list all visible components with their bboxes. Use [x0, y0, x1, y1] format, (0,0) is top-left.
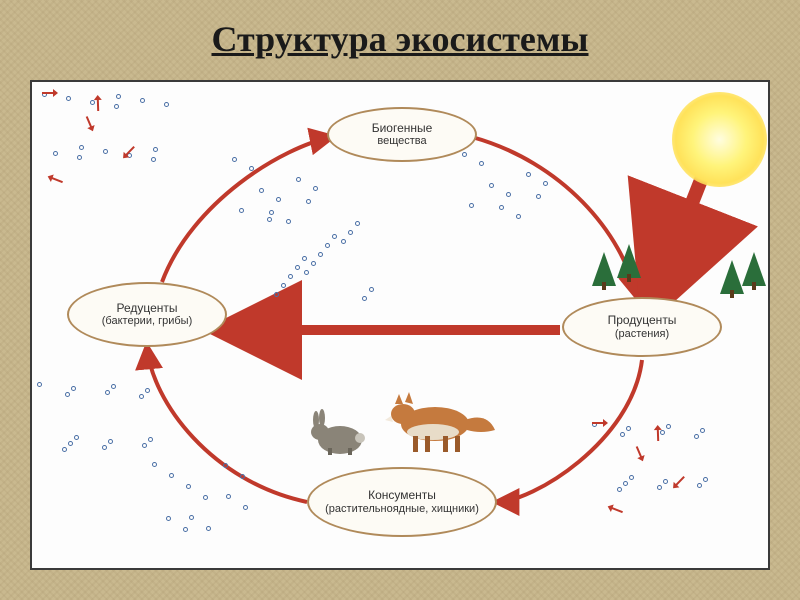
node-sublabel: (растительноядные, хищники) — [325, 503, 479, 515]
tree-icon — [592, 252, 616, 286]
diagram-frame: Биогенныевещества Продуценты(растения) Кон… — [30, 80, 770, 570]
fox-icon — [377, 382, 497, 457]
node-label: Биогенные — [372, 122, 433, 135]
node-reducers: Редуценты(бактерии, грибы) — [67, 282, 227, 347]
node-sublabel: (растения) — [615, 328, 669, 340]
ecosystem-diagram: Биогенныевещества Продуценты(растения) Кон… — [32, 82, 768, 568]
node-consumers: Консументы(растительноядные, хищники) — [307, 467, 497, 537]
tree-icon — [720, 260, 744, 294]
node-sublabel: (бактерии, грибы) — [102, 315, 192, 327]
rabbit-icon — [302, 402, 372, 457]
node-label: Редуценты — [116, 302, 177, 315]
node-biogenic: Биогенныевещества — [327, 107, 477, 162]
node-label: Консументы — [368, 489, 436, 502]
sun-icon — [672, 92, 767, 187]
cycle-arrow-consumers-reducers — [147, 347, 307, 502]
tree-icon — [742, 252, 766, 286]
node-producers: Продуценты(растения) — [562, 297, 722, 357]
page-title: Структура экосистемы — [0, 18, 800, 60]
cycle-arrow-reducers-biogenic — [162, 137, 332, 282]
tree-icon — [617, 244, 641, 278]
cycle-arrow-producers-consumers — [497, 360, 642, 502]
node-label: Продуценты — [608, 314, 677, 327]
node-sublabel: вещества — [377, 135, 426, 147]
